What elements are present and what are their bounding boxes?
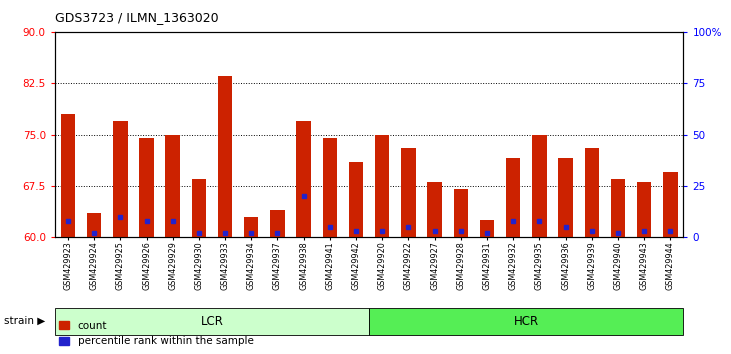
Bar [55,308,369,335]
Bar [663,172,678,237]
Bar [637,182,651,237]
Text: GDS3723 / ILMN_1363020: GDS3723 / ILMN_1363020 [55,11,219,24]
Bar [297,121,311,237]
Bar [585,148,599,237]
Bar [506,159,520,237]
Bar [218,76,232,237]
Bar [401,148,416,237]
Bar [558,159,573,237]
Bar [244,217,259,237]
Bar [87,213,102,237]
Text: strain ▶: strain ▶ [4,316,45,326]
Bar [192,179,206,237]
Bar [61,114,75,237]
Bar [140,138,154,237]
Text: LCR: LCR [200,315,224,328]
Bar [113,121,127,237]
Bar [375,135,390,237]
Bar [165,135,180,237]
Bar [270,210,284,237]
Legend: count, percentile rank within the sample: count, percentile rank within the sample [55,317,258,350]
Bar [428,182,442,237]
Bar [369,308,683,335]
Bar [454,189,468,237]
Bar [480,220,494,237]
Text: HCR: HCR [514,315,539,328]
Bar [611,179,625,237]
Bar [349,162,363,237]
Bar [532,135,547,237]
Bar [322,138,337,237]
